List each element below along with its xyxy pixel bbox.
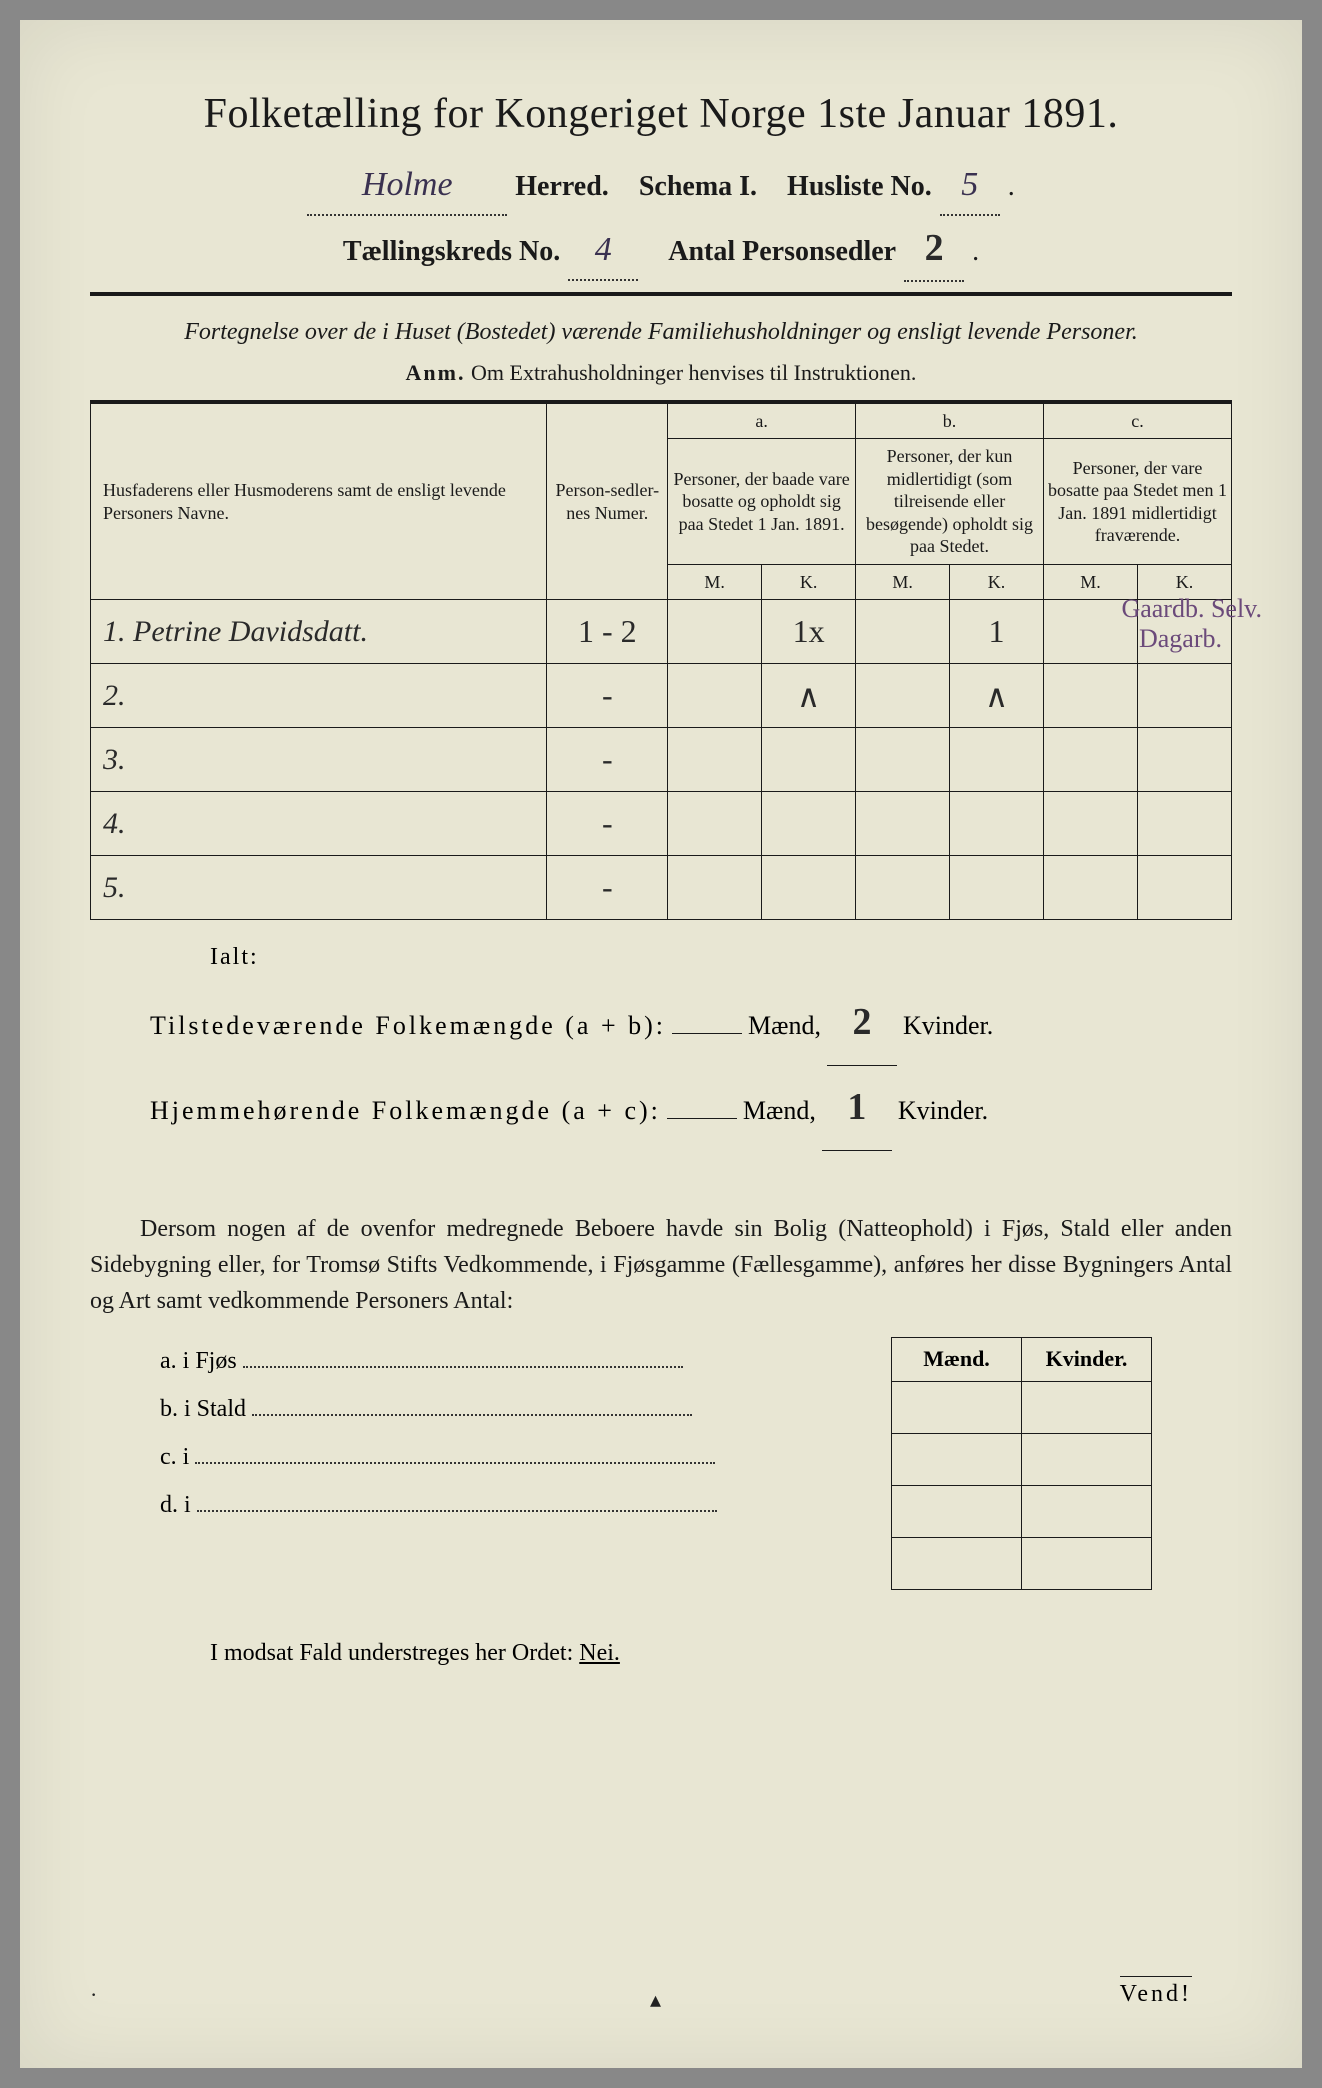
row-aK: 1x (762, 600, 856, 664)
abcd-d: d. i (160, 1492, 191, 1518)
col-c-text: Personer, der vare bosatte paa Stedet me… (1044, 439, 1232, 565)
herred-label: Herred. (515, 163, 609, 211)
row-num: 1 - 2 (547, 600, 668, 664)
row-num: - (547, 728, 668, 792)
anm-label: Anm. (406, 360, 466, 385)
col-a-k: K. (762, 564, 856, 600)
row-aM (668, 600, 762, 664)
caret-mark: ▴ (650, 1987, 661, 2013)
col-name: Husfaderens eller Husmoderens samt de en… (91, 402, 547, 600)
col-b-label: b. (856, 402, 1044, 439)
subtitle: Fortegnelse over de i Huset (Bostedet) v… (90, 316, 1232, 350)
kreds-label: Tællingskreds No. (343, 228, 560, 276)
census-table: Husfaderens eller Husmoderens samt de en… (90, 400, 1232, 921)
row-name: Petrine Davidsdatt. (133, 615, 368, 648)
row-bM (856, 664, 950, 728)
nei-line: I modsat Fald understreges her Ordet: Ne… (90, 1640, 1232, 1667)
table-row: 4. - (91, 792, 1232, 856)
kvinder-label-2: Kvinder. (898, 1082, 988, 1139)
row-aM (668, 664, 762, 728)
row-cK (1137, 664, 1231, 728)
row-bK: ∧ (950, 664, 1044, 728)
kvinder-label: Kvinder. (903, 997, 993, 1054)
divider (90, 292, 1232, 296)
maend-label: Mænd, (748, 997, 821, 1054)
personsedler-no: 2 (904, 216, 964, 283)
abcd-list: a. i Fjøs b. i Stald c. i d. i (90, 1337, 891, 1529)
row-idx: 4. (103, 807, 126, 840)
census-form-page: Folketælling for Kongeriget Norge 1ste J… (20, 20, 1302, 2068)
maend-label-2: Mænd, (743, 1082, 816, 1139)
tilstede-k: 2 (827, 981, 897, 1066)
col-c-label: c. (1044, 402, 1232, 439)
row-idx: 3. (103, 743, 126, 776)
row-idx: 2. (103, 679, 126, 712)
anm-line: Anm. Om Extrahusholdninger henvises til … (90, 360, 1232, 386)
totals-block: Tilstedeværende Folkemængde (a + b): Mæn… (150, 981, 1232, 1150)
margin-note-1: Gaardb. Selv. (1121, 595, 1262, 624)
tilstede-m (672, 1033, 742, 1034)
row-bK: 1 (950, 600, 1044, 664)
mk-m: Mænd. (892, 1337, 1022, 1381)
mk-table: Mænd. Kvinder. (891, 1337, 1152, 1590)
col-b-m: M. (856, 564, 950, 600)
abcd-c: c. i (160, 1444, 189, 1470)
row-idx: 5. (103, 871, 126, 904)
dot-mark: · (90, 1982, 97, 2008)
nei-text: I modsat Fald understreges her Ordet: (210, 1640, 573, 1666)
row-cM (1044, 664, 1138, 728)
vend-label: Vend! (1120, 1976, 1192, 2008)
row-idx: 1. (103, 615, 126, 648)
row-bM (856, 600, 950, 664)
form-title: Folketælling for Kongeriget Norge 1ste J… (90, 90, 1232, 138)
hjemme-k: 1 (822, 1066, 892, 1151)
kreds-no: 4 (568, 221, 638, 281)
col-b-k: K. (950, 564, 1044, 600)
row-aK: ∧ (762, 664, 856, 728)
hjemme-m (667, 1118, 737, 1119)
table-row: 2. - ∧ ∧ (91, 664, 1232, 728)
table-row: 3. - (91, 728, 1232, 792)
personsedler-label: Antal Personsedler (668, 228, 896, 276)
anm-text: Om Extrahusholdninger henvises til Instr… (471, 360, 916, 385)
outbuildings-block: a. i Fjøs b. i Stald c. i d. i Mænd. Kvi… (90, 1337, 1232, 1590)
nei-word: Nei. (579, 1640, 620, 1666)
husliste-no: 5 (940, 156, 1000, 216)
col-a-text: Personer, der baade vare bosatte og opho… (668, 439, 856, 565)
abcd-b: b. i Stald (160, 1396, 246, 1422)
table-row: 5. - (91, 856, 1232, 920)
row-num: - (547, 792, 668, 856)
margin-note-2: Dagarb. (1139, 625, 1222, 654)
instructions-para: Dersom nogen af de ovenfor medregnede Be… (90, 1211, 1232, 1319)
col-b-text: Personer, der kun midlertidigt (som tilr… (856, 439, 1044, 565)
row-num: - (547, 856, 668, 920)
schema-label: Schema I. (639, 163, 757, 211)
hjemme-label: Hjemmehørende Folkemængde (a + c): (150, 1082, 661, 1139)
husliste-label: Husliste No. (787, 163, 932, 211)
col-a-m: M. (668, 564, 762, 600)
herred-value: Holme (307, 156, 507, 216)
col-num: Person-sedler-nes Numer. (547, 402, 668, 600)
col-a-label: a. (668, 402, 856, 439)
tilstede-label: Tilstedeværende Folkemængde (a + b): (150, 997, 666, 1054)
ialt-label: Ialt: (210, 944, 1232, 971)
table-row: 1. Petrine Davidsdatt. 1 - 2 1x 1 (91, 600, 1232, 664)
abcd-a: a. i Fjøs (160, 1348, 237, 1374)
mk-k: Kvinder. (1022, 1337, 1152, 1381)
header-block: Holme Herred. Schema I. Husliste No. 5 .… (90, 156, 1232, 282)
row-num: - (547, 664, 668, 728)
